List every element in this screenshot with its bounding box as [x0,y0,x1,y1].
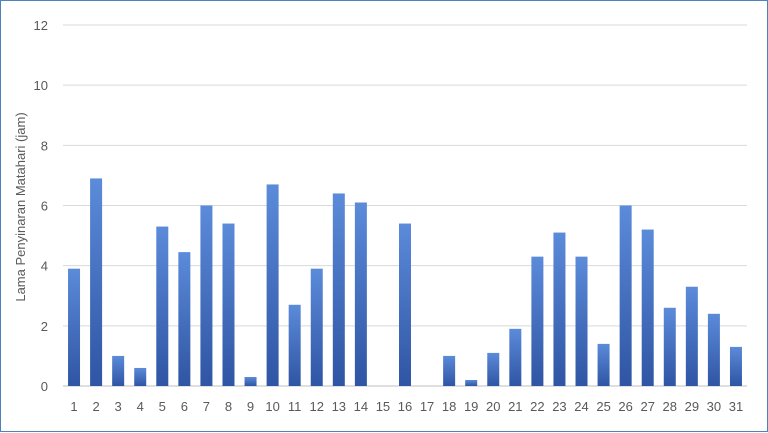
bar-day-7 [200,205,213,386]
bar-day-11 [288,304,301,386]
bar-day-25 [597,343,610,386]
x-tick-label: 2 [92,399,99,414]
bar-day-2 [90,178,103,386]
bar-day-26 [619,205,632,386]
x-tick-label: 12 [310,399,324,414]
bar-day-31 [729,346,742,386]
x-tick-label: 24 [574,399,588,414]
x-tick-label: 28 [663,399,677,414]
bar-day-8 [222,223,235,386]
bar-day-18 [443,355,456,386]
bar-day-22 [531,256,544,386]
bar-day-29 [685,286,698,386]
x-tick-label: 18 [442,399,456,414]
bar-day-20 [487,352,500,386]
bar-day-5 [156,226,169,386]
x-tick-label: 17 [420,399,434,414]
x-tick-label: 14 [354,399,368,414]
x-tick-label: 1 [70,399,77,414]
x-tick-label: 6 [181,399,188,414]
bar-day-24 [575,256,588,386]
bar-day-4 [134,367,147,386]
bar-day-1 [68,268,81,386]
x-tick-label: 25 [596,399,610,414]
bar-day-9 [244,376,257,386]
y-tick-label: 0 [41,379,48,394]
bar-day-12 [310,268,323,386]
bar-day-30 [707,313,720,386]
x-tick-label: 11 [288,399,302,414]
x-tick-label: 26 [618,399,632,414]
bar-day-21 [509,328,522,386]
bar-day-28 [663,307,676,386]
x-tick-label: 13 [332,399,346,414]
y-tick-label: 2 [41,319,48,334]
y-axis-ticks: 0 2 4 6 8 10 12 [34,18,48,394]
x-tick-label: 5 [159,399,166,414]
bar-day-10 [266,184,279,386]
y-tick-label: 4 [41,259,48,274]
x-tick-label: 3 [115,399,122,414]
bar-day-6 [178,252,191,386]
bar-day-19 [465,379,478,386]
x-tick-label: 7 [203,399,210,414]
x-tick-label: 31 [729,399,743,414]
y-tick-label: 12 [34,18,48,33]
x-axis-ticks: 1 2 3 4 5 6 7 8 9 10 11 12 13 14 15 16 17 18 19 20 21 22 23 24 2… [70,399,743,414]
x-tick-label: 27 [640,399,654,414]
bar-day-3 [112,355,125,386]
x-tick-label: 9 [247,399,254,414]
x-tick-label: 4 [137,399,144,414]
bar-day-14 [354,202,367,386]
y-tick-label: 6 [41,199,48,214]
x-tick-label: 21 [508,399,522,414]
y-tick-label: 8 [41,138,48,153]
bars [68,178,742,386]
x-tick-label: 29 [685,399,699,414]
y-tick-label: 10 [34,78,48,93]
x-tick-label: 8 [225,399,232,414]
x-tick-label: 30 [707,399,721,414]
y-axis-label: Lama Penyinaran Matahari (jam) [13,112,28,301]
x-tick-label: 22 [530,399,544,414]
bar-day-16 [399,223,411,386]
x-tick-label: 10 [265,399,279,414]
x-tick-label: 23 [552,399,566,414]
x-tick-label: 16 [398,399,412,414]
x-tick-label: 19 [464,399,478,414]
x-tick-label: 20 [486,399,500,414]
bar-day-27 [641,229,654,386]
bar-day-23 [553,232,566,386]
x-tick-label: 15 [376,399,390,414]
bar-day-13 [332,193,345,386]
